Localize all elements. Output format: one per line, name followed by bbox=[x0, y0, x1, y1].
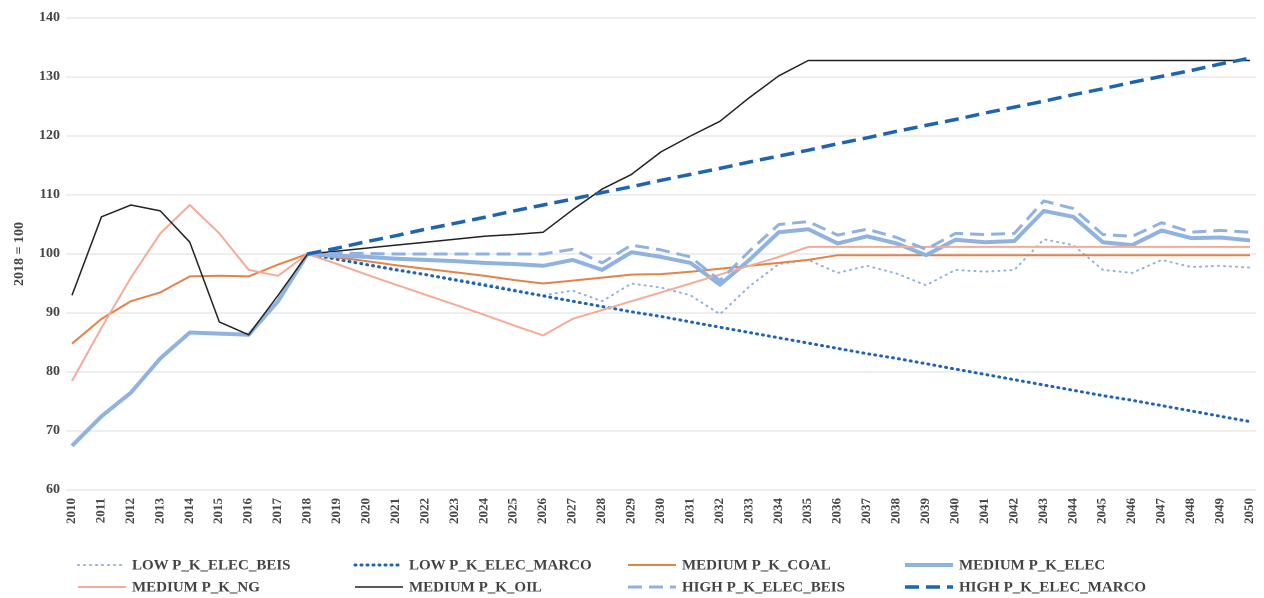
legend-label: HIGH P_K_ELEC_BEIS bbox=[682, 579, 845, 595]
series-line bbox=[70, 208, 1251, 448]
series-line bbox=[71, 59, 1250, 336]
x-tick-label: 2012 bbox=[122, 498, 137, 524]
x-tick-label: 2034 bbox=[770, 498, 785, 525]
legend-label: MEDIUM P_K_OIL bbox=[409, 579, 542, 595]
x-tick-label: 2016 bbox=[240, 498, 255, 525]
x-tick-label: 2027 bbox=[564, 498, 579, 525]
x-tick-label: 2050 bbox=[1241, 498, 1256, 524]
x-tick-label: 2023 bbox=[446, 498, 461, 525]
y-tick-label: 140 bbox=[39, 10, 60, 25]
x-tick-label: 2018 bbox=[299, 498, 314, 525]
x-tick-label: 2047 bbox=[1153, 498, 1168, 525]
x-tick-label: 2031 bbox=[681, 498, 696, 524]
y-tick-label: 130 bbox=[39, 69, 60, 84]
x-tick-label: 2026 bbox=[534, 498, 549, 525]
series-line bbox=[306, 238, 1251, 316]
y-tick-label: 120 bbox=[39, 128, 60, 143]
series-line bbox=[71, 204, 1250, 382]
y-tick-label: 80 bbox=[46, 364, 60, 379]
x-tick-label: 2032 bbox=[711, 498, 726, 524]
x-tick-label: 2044 bbox=[1064, 498, 1079, 525]
x-tick-label: 2037 bbox=[858, 498, 873, 525]
x-tick-label: 2029 bbox=[623, 498, 638, 525]
x-tick-label: 2024 bbox=[475, 498, 490, 525]
x-tick-label: 2010 bbox=[63, 498, 78, 524]
series-line bbox=[306, 252, 1252, 424]
legend-label: MEDIUM P_K_NG bbox=[132, 579, 260, 595]
y-tick-label: 110 bbox=[40, 187, 60, 202]
x-tick-label: 2043 bbox=[1035, 498, 1050, 525]
series-line bbox=[307, 56, 1251, 256]
y-tick-label: 60 bbox=[46, 482, 60, 497]
y-tick-label: 100 bbox=[39, 246, 60, 261]
series-line bbox=[71, 253, 1250, 345]
x-tick-label: 2015 bbox=[210, 498, 225, 525]
x-tick-label: 2021 bbox=[387, 498, 402, 524]
series-line bbox=[307, 199, 1251, 283]
x-tick-label: 2025 bbox=[505, 498, 520, 525]
x-tick-label: 2048 bbox=[1182, 498, 1197, 525]
x-tick-label: 2046 bbox=[1123, 498, 1138, 525]
x-tick-label: 2038 bbox=[888, 498, 903, 525]
y-axis-title: 2018 = 100 bbox=[12, 222, 27, 286]
x-tick-label: 2028 bbox=[593, 498, 608, 525]
y-tick-label: 90 bbox=[46, 305, 60, 320]
x-tick-label: 2013 bbox=[151, 498, 166, 525]
x-tick-label: 2040 bbox=[946, 498, 961, 524]
x-tick-label: 2030 bbox=[652, 498, 667, 524]
x-tick-label: 2045 bbox=[1094, 498, 1109, 525]
x-tick-label: 2014 bbox=[181, 498, 196, 525]
y-tick-label: 70 bbox=[46, 423, 60, 438]
x-tick-label: 2041 bbox=[976, 498, 991, 524]
x-tick-label: 2042 bbox=[1005, 498, 1020, 524]
legend-label: MEDIUM P_K_COAL bbox=[682, 557, 831, 573]
x-tick-label: 2036 bbox=[829, 498, 844, 525]
x-tick-label: 2019 bbox=[328, 498, 343, 525]
x-tick-label: 2020 bbox=[357, 498, 372, 524]
x-tick-label: 2035 bbox=[799, 498, 814, 525]
x-tick-label: 2022 bbox=[416, 498, 431, 524]
legend-label: HIGH P_K_ELEC_MARCO bbox=[959, 579, 1146, 595]
legend-label: LOW P_K_ELEC_BEIS bbox=[132, 557, 291, 573]
legend-label: MEDIUM P_K_ELEC bbox=[959, 557, 1105, 573]
x-tick-label: 2017 bbox=[269, 498, 284, 525]
x-tick-label: 2033 bbox=[740, 498, 755, 525]
x-tick-label: 2039 bbox=[917, 498, 932, 525]
legend-label: LOW P_K_ELEC_MARCO bbox=[409, 557, 592, 573]
x-tick-label: 2049 bbox=[1212, 498, 1227, 525]
x-tick-label: 2011 bbox=[92, 498, 107, 523]
